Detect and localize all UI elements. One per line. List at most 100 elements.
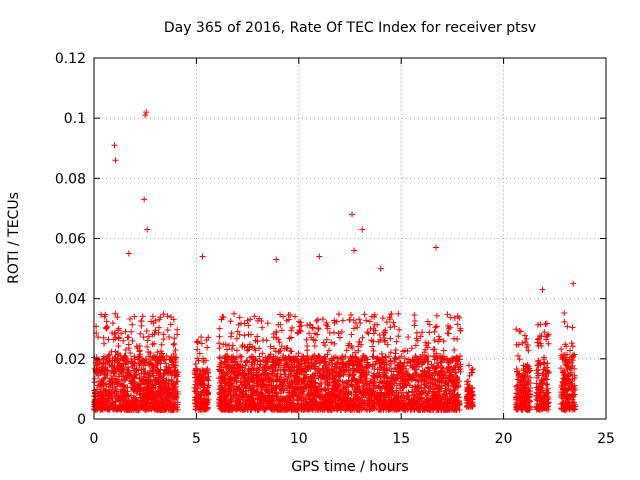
data-point [165, 397, 172, 404]
data-point [171, 335, 178, 342]
y-tick-label: 0.1 [64, 111, 86, 127]
x-axis-label: GPS time / hours [291, 459, 408, 475]
data-point [163, 368, 170, 375]
data-point [150, 362, 157, 369]
data-point [129, 379, 136, 386]
data-point [157, 357, 164, 364]
data-point [125, 406, 132, 413]
data-point [124, 334, 131, 341]
data-point [91, 365, 98, 372]
data-point [113, 388, 120, 395]
data-point [163, 353, 170, 360]
data-point [151, 406, 158, 413]
data-point [105, 357, 112, 364]
data-point [303, 336, 310, 343]
data-point [433, 323, 440, 330]
data-point [125, 364, 132, 371]
data-point [120, 404, 127, 411]
data-point [174, 388, 181, 395]
data-point [523, 335, 530, 342]
data-point [311, 343, 318, 350]
data-point [228, 333, 235, 340]
data-point [114, 351, 121, 358]
data-point [112, 354, 119, 361]
data-point [159, 400, 166, 407]
data-point [170, 351, 177, 358]
data-point [115, 342, 122, 349]
data-point [136, 354, 143, 361]
data-point [395, 333, 402, 340]
data-point [155, 358, 162, 365]
chart-title: Day 365 of 2016, Rate Of TEC Index for r… [164, 20, 536, 36]
data-point [196, 350, 203, 357]
data-point [106, 393, 113, 400]
data-point [244, 317, 251, 324]
data-point [194, 403, 201, 410]
data-point [145, 333, 152, 340]
data-point [411, 311, 418, 318]
data-point [198, 399, 205, 406]
data-point [291, 313, 298, 320]
data-point-outlier [377, 265, 384, 272]
data-point [172, 372, 179, 379]
data-point [331, 340, 338, 347]
data-point [191, 400, 198, 407]
data-point [154, 366, 161, 373]
data-point [155, 324, 162, 331]
data-point [405, 334, 412, 341]
data-point [204, 384, 211, 391]
data-point [444, 311, 451, 318]
data-point [104, 406, 111, 413]
data-point [109, 395, 116, 402]
data-point [104, 368, 111, 375]
data-point [140, 334, 147, 341]
data-point [413, 329, 420, 336]
data-point [105, 405, 112, 412]
x-tick-label: 15 [392, 431, 410, 447]
data-point [112, 310, 119, 317]
data-point-outlier [570, 280, 577, 287]
data-point [157, 387, 164, 394]
data-point [140, 357, 147, 364]
data-point [130, 399, 137, 406]
data-point [160, 311, 167, 318]
y-tick-label: 0 [77, 412, 86, 428]
data-point [204, 399, 211, 406]
data-point [95, 372, 102, 379]
data-point [147, 318, 154, 325]
data-point-outlier [141, 196, 148, 203]
data-point [154, 400, 161, 407]
data-point [465, 362, 472, 369]
data-point [138, 399, 145, 406]
data-point [133, 343, 140, 350]
data-point [96, 399, 103, 406]
data-point [544, 332, 551, 339]
data-point [387, 335, 394, 342]
data-point [135, 367, 142, 374]
data-point [328, 339, 335, 346]
data-point [313, 317, 320, 324]
data-point [561, 318, 568, 325]
data-point [241, 332, 248, 339]
data-point [143, 390, 150, 397]
data-point [522, 332, 529, 339]
data-point-outlier [143, 109, 150, 116]
data-point [151, 340, 158, 347]
x-tick-label: 0 [90, 431, 99, 447]
data-point [388, 368, 395, 375]
data-point [102, 311, 109, 318]
data-point [339, 317, 346, 324]
y-tick-label: 0.02 [55, 352, 86, 368]
data-point [200, 358, 207, 365]
x-tick-label: 20 [495, 431, 513, 447]
data-point [519, 339, 526, 346]
data-point [314, 316, 321, 323]
data-point [315, 326, 322, 333]
data-point [114, 392, 121, 399]
data-point [139, 313, 146, 320]
data-point [323, 336, 330, 343]
data-points [91, 109, 579, 413]
data-point [247, 316, 254, 323]
data-point [137, 351, 144, 358]
data-point [197, 370, 204, 377]
